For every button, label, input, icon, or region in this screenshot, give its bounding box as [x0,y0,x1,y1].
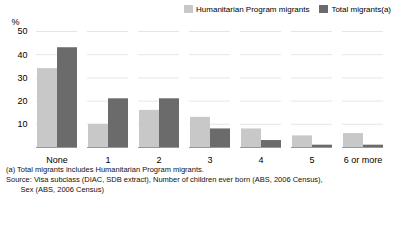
svg-text:4: 4 [258,155,263,165]
svg-text:2: 2 [156,155,161,165]
svg-text:10: 10 [17,119,27,129]
svg-text:50: 50 [17,26,27,36]
svg-text:None: None [46,155,68,165]
svg-text:5: 5 [309,155,314,165]
html-text:Humanitarian Program migrants: Humanitarian Program migrants [196,4,310,14]
svg-text:30: 30 [17,73,27,83]
svg-text:20: 20 [17,96,27,106]
svg-text:40: 40 [17,50,27,60]
svg-text:3: 3 [207,155,212,165]
svg-text:%: % [12,17,20,27]
html-text:(a) Total migrants includes Hu: (a) Total migrants includes Humanitarian… [6,165,204,174]
html-text:Sex (ABS, 2006 Census): Sex (ABS, 2006 Census) [6,185,104,194]
html-text:Total migrants(a): Total migrants(a) [331,4,391,14]
svg-text:6 or more: 6 or more [344,155,383,165]
html-text:Source: Visa subclass (DIAC, S: Source: Visa subclass (DIAC, SDB extract… [6,175,323,184]
svg-text:1: 1 [105,155,110,165]
